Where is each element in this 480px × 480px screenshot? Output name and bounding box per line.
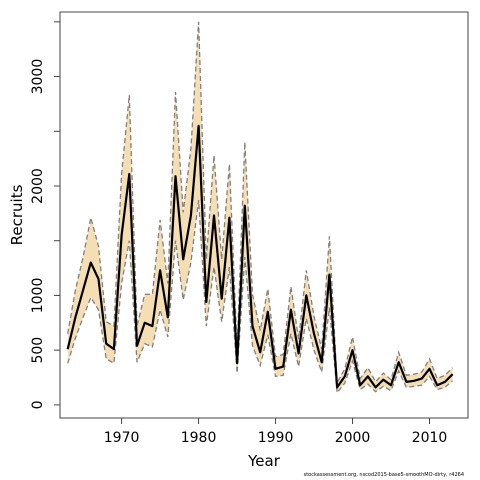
plot-box [59, 11, 469, 419]
upper-bound-line [67, 21, 454, 386]
y-tick-label: 0 [30, 400, 46, 409]
y-axis-title: Recruits [8, 184, 26, 245]
y-tick-label: 2000 [30, 168, 46, 204]
x-axis-title: Year [247, 452, 281, 470]
x-tick-label: 1970 [104, 430, 140, 446]
x-axis: 1970 1980 1990 2000 2010 [104, 418, 448, 446]
x-tick-label: 2000 [335, 430, 371, 446]
y-tick-label: 500 [30, 337, 46, 364]
x-tick-label: 2010 [412, 430, 448, 446]
estimate-line [66, 124, 454, 389]
x-tick-label: 1980 [181, 430, 217, 446]
y-tick-label: 1000 [30, 278, 46, 314]
y-axis: 0 500 1000 2000 3000 [30, 21, 60, 409]
x-tick-label: 1990 [258, 430, 294, 446]
footer-note: stockassessment.org, nscod2015-base5-smo… [303, 472, 464, 478]
y-tick-label: 3000 [30, 59, 46, 95]
lower-bound-line [67, 200, 454, 395]
